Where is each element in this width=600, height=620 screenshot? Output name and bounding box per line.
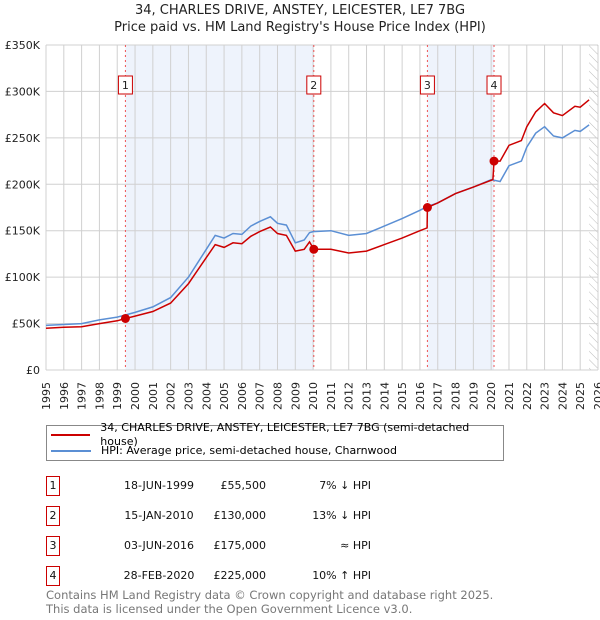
legend-label-hpi: HPI: Average price, semi-detached house,… [101, 444, 397, 457]
table-row: 4 28-FEB-2020 £225,000 10% ↑ HPI [46, 566, 600, 586]
sale-hpi: 10% ↑ HPI [312, 569, 371, 582]
x-tick-label: 1998 [93, 382, 106, 410]
legend-item-property: 34, CHARLES DRIVE, ANSTEY, LEICESTER, LE… [51, 421, 503, 448]
x-tick-label: 2012 [343, 382, 356, 410]
forecast-hatch [589, 45, 598, 370]
x-tick-label: 2013 [361, 382, 374, 410]
sale-price: £175,000 [213, 539, 267, 552]
x-tick-label: 1995 [40, 382, 53, 410]
sale-point [489, 156, 499, 166]
sale-marker-label: 2 [310, 79, 317, 92]
x-tick-label: 2000 [129, 382, 142, 410]
x-tick-label: 2024 [556, 382, 569, 410]
legend-swatch-hpi [51, 450, 91, 452]
sale-marker-label: 3 [424, 79, 431, 92]
x-tick-label: 2006 [236, 382, 249, 410]
sale-date: 18-JUN-1999 [123, 479, 195, 492]
footer-licence: This data is licensed under the Open Gov… [46, 602, 413, 616]
shaded-period [125, 45, 314, 370]
y-tick-label: £0 [26, 364, 40, 377]
x-tick-label: 1997 [76, 382, 89, 410]
sale-point [309, 244, 319, 254]
table-row: 3 03-JUN-2016 £175,000 ≈ HPI [46, 536, 600, 556]
sale-price: £225,000 [213, 569, 267, 582]
x-tick-label: 2009 [289, 382, 302, 410]
x-tick-label: 2007 [254, 382, 267, 410]
sale-marker-label: 4 [491, 79, 498, 92]
y-tick-label: £250K [5, 132, 41, 145]
x-tick-label: 2021 [503, 382, 516, 410]
x-tick-label: 2002 [165, 382, 178, 410]
x-tick-label: 2014 [378, 382, 391, 410]
x-tick-label: 2004 [200, 382, 213, 410]
x-tick-label: 2015 [396, 382, 409, 410]
legend-label-property: 34, CHARLES DRIVE, ANSTEY, LEICESTER, LE… [100, 421, 470, 448]
sale-hpi: ≈ HPI [340, 539, 371, 552]
y-tick-label: £350K [5, 39, 41, 52]
x-tick-label: 2005 [218, 382, 231, 410]
sale-date: 15-JAN-2010 [124, 509, 194, 522]
sale-date: 28-FEB-2020 [123, 569, 195, 582]
shaded-period [427, 45, 495, 370]
sale-number: 3 [46, 536, 60, 556]
footer-copyright: Contains HM Land Registry data © Crown c… [46, 588, 494, 602]
x-tick-label: 2018 [450, 382, 463, 410]
sale-hpi: 13% ↓ HPI [312, 509, 371, 522]
sale-number: 2 [46, 506, 60, 526]
x-tick-label: 2023 [539, 382, 552, 410]
x-tick-label: 2008 [271, 382, 284, 410]
legend-item-hpi: HPI: Average price, semi-detached house,… [51, 444, 397, 458]
sale-number: 1 [46, 476, 60, 496]
legend-swatch-property [51, 434, 91, 436]
sale-date: 03-JUN-2016 [123, 539, 195, 552]
x-tick-label: 2019 [467, 382, 480, 410]
sale-price: £130,000 [213, 509, 267, 522]
table-row: 1 18-JUN-1999 £55,500 7% ↓ HPI [46, 476, 600, 496]
sale-marker-label: 1 [122, 79, 129, 92]
sale-point [120, 313, 130, 323]
sale-marker-box [486, 75, 502, 95]
x-tick-label: 1999 [111, 382, 124, 410]
sale-marker-box [117, 75, 133, 95]
legend: 34, CHARLES DRIVE, ANSTEY, LEICESTER, LE… [46, 421, 504, 461]
y-tick-label: £150K [5, 225, 41, 238]
hpi-line [45, 124, 590, 327]
x-tick-label: 2016 [414, 382, 427, 410]
x-tick-label: 2020 [485, 382, 498, 410]
sale-point [422, 203, 432, 212]
y-tick-label: £100K [5, 271, 41, 284]
sale-price: £55,500 [220, 479, 267, 492]
x-tick-label: 2010 [307, 382, 320, 410]
x-tick-label: 2025 [574, 382, 587, 410]
x-tick-label: 2026 [592, 382, 600, 410]
x-tick-label: 2003 [182, 382, 195, 410]
sale-marker-box [419, 75, 435, 95]
chart-title: 34, CHARLES DRIVE, ANSTEY, LEICESTER, LE… [134, 3, 466, 18]
sale-hpi: 7% ↓ HPI [319, 479, 371, 492]
sale-marker-box [306, 75, 322, 95]
x-tick-label: 1996 [58, 382, 71, 410]
x-tick-label: 2001 [147, 382, 160, 410]
y-tick-label: £50K [12, 318, 41, 331]
price-chart: 1995 1996 1997 1998 1999 2000 2001 2002 2003 2004… [5, 39, 600, 410]
sale-number: 4 [46, 566, 60, 586]
table-row: 2 15-JAN-2010 £130,000 13% ↓ HPI [46, 506, 600, 526]
x-tick-label: 2011 [325, 382, 338, 410]
x-tick-label: 2022 [521, 382, 534, 410]
y-tick-label: £200K [5, 178, 41, 191]
x-tick-label: 2017 [432, 382, 445, 410]
y-tick-label: £300K [5, 85, 41, 98]
chart-subtitle: Price paid vs. HM Land Registry's House … [114, 20, 486, 35]
